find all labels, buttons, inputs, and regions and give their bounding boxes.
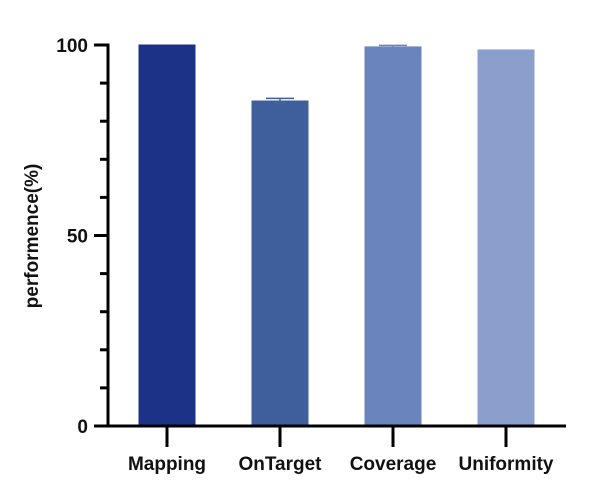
- y-tick-label: 100: [56, 36, 88, 57]
- x-tick-label: Mapping: [128, 454, 206, 475]
- y-tick-label: 0: [77, 417, 88, 438]
- bar-mapping: [138, 44, 196, 427]
- bar-uniformity: [477, 49, 535, 427]
- x-tick-label: Uniformity: [459, 454, 554, 475]
- bar-coverage: [364, 46, 422, 427]
- y-tick-label: 50: [67, 227, 88, 248]
- x-tick-label: OnTarget: [238, 454, 322, 475]
- y-axis-label: performence(%): [22, 164, 43, 309]
- x-tick-label: Coverage: [350, 454, 437, 475]
- bar-ontarget: [251, 100, 309, 427]
